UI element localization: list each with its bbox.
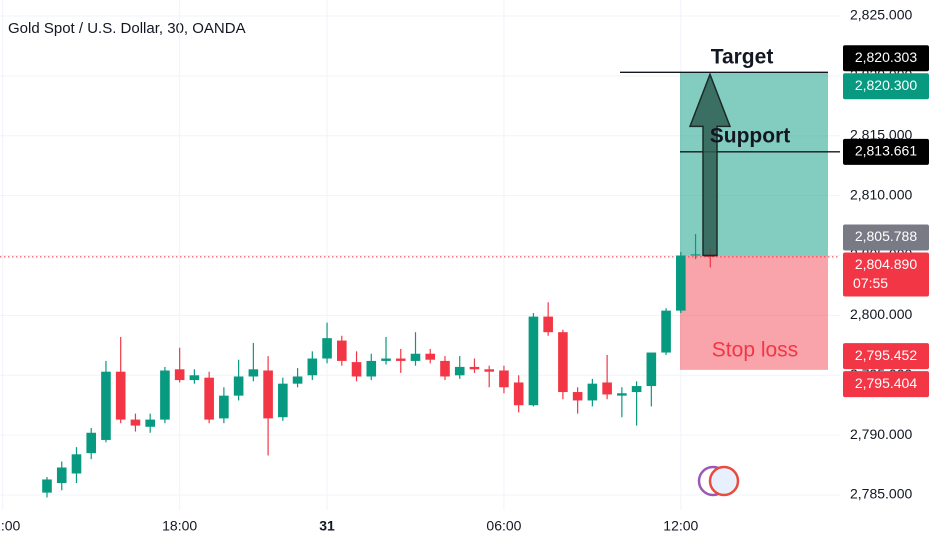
price-tag-label: 2,795.452 [855, 347, 917, 363]
candle-body [248, 369, 259, 377]
candle-body [42, 479, 52, 493]
candle-body [174, 369, 185, 381]
price-tag [843, 45, 929, 72]
x-tick-label: 31 [319, 518, 335, 534]
candle-body [587, 383, 598, 401]
candle-body [499, 370, 509, 388]
x-tick-label: 18:00 [162, 518, 197, 534]
price-tag-countdown: 07:55 [853, 275, 888, 291]
candle-body [204, 377, 214, 420]
candle-body [219, 395, 229, 419]
candle-body [278, 383, 288, 418]
candle-body [86, 432, 97, 454]
candle-body [145, 419, 155, 427]
candle-body [676, 255, 686, 311]
candle-body [513, 382, 524, 406]
candle-body [572, 392, 583, 401]
candle-body [56, 467, 67, 484]
candle-body [646, 352, 657, 387]
price-tag-label: 2,813.661 [855, 143, 917, 159]
x-tick-label: 12:00 [0, 518, 21, 534]
candle-body [292, 376, 303, 384]
plot-area [0, 0, 840, 510]
candle-body [337, 340, 347, 361]
price-tag-label: 2,804.890 [855, 256, 917, 272]
logo [708, 465, 740, 497]
candle-body [410, 353, 421, 361]
price-tag-label: 2,820.300 [855, 77, 917, 93]
chart-title: Gold Spot / U.S. Dollar, 30, OANDA [8, 20, 246, 37]
price-tag [843, 224, 929, 251]
y-tick-label: 2,815.000 [850, 126, 912, 142]
candle-body [484, 369, 494, 372]
price-tag-label: 2,805.788 [855, 228, 917, 244]
candle-body [543, 316, 553, 333]
candle-body [690, 254, 701, 256]
y-tick-label: 2,790.000 [850, 426, 912, 442]
y-tick-label: 2,825.000 [850, 7, 912, 23]
y-tick-label: 2,800.000 [850, 306, 912, 322]
candle-body [425, 353, 436, 360]
candle-body [631, 386, 642, 393]
price-tag [843, 73, 929, 100]
candle-body [233, 376, 244, 396]
candle-body [440, 360, 450, 377]
candle-body [395, 358, 406, 361]
price-tag-label: 2,820.303 [855, 49, 917, 65]
candle-body [263, 370, 273, 419]
x-tick-label: 06:00 [486, 518, 521, 534]
candle-body [115, 371, 126, 420]
y-tick-label: 2,785.000 [850, 486, 912, 502]
x-tick-label: 12:00 [663, 518, 698, 534]
candle-body [71, 454, 82, 474]
candle-body [189, 375, 200, 381]
candle-body [381, 358, 391, 361]
candle-body [558, 332, 568, 393]
price-tag [843, 371, 929, 398]
price-tag-label: 2,795.404 [855, 375, 917, 391]
candle-body [322, 338, 332, 359]
candle-body [366, 360, 377, 377]
price-tag [843, 343, 929, 370]
candle-body [351, 362, 362, 377]
price-tag [843, 138, 929, 165]
stop-zone [680, 255, 828, 370]
candle-body [528, 316, 539, 406]
arrow [688, 72, 732, 257]
candle-body [307, 358, 318, 376]
candle-body [454, 366, 465, 376]
candle-body [602, 382, 612, 395]
price-tag [843, 252, 929, 297]
annotation: Stop loss [712, 339, 798, 362]
annotation: Support [710, 125, 790, 148]
candle-body [160, 370, 170, 420]
candle-body [101, 371, 111, 440]
annotation: Target [711, 46, 774, 69]
y-tick-label: 2,810.000 [850, 186, 912, 202]
candle-body [469, 366, 480, 370]
candle-body [661, 310, 671, 353]
candle-body [130, 419, 141, 426]
candle-body [617, 393, 627, 396]
